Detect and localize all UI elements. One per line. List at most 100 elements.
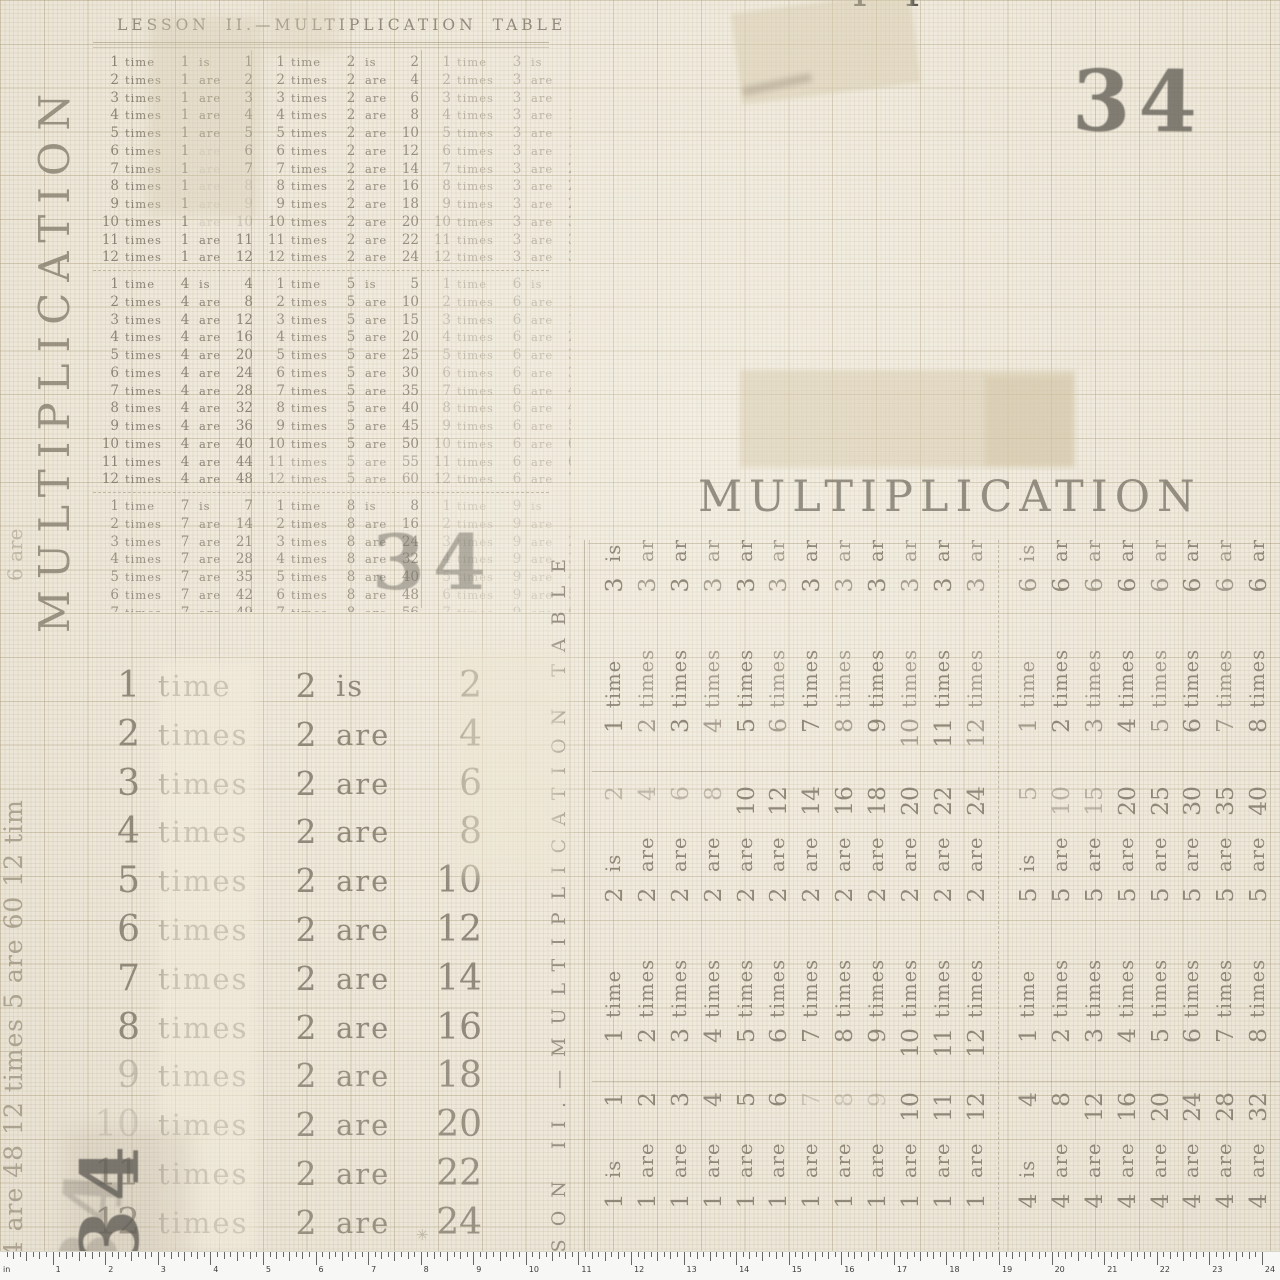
row-word: times <box>667 648 691 708</box>
ruler-tick <box>953 1252 954 1257</box>
row-number: 6 <box>1178 718 1207 733</box>
ruler-tick <box>532 1252 534 1257</box>
row-number: 1 <box>442 54 451 70</box>
row-number: 7 <box>1211 718 1240 733</box>
table-row: 12 times 1 are 12 <box>97 249 265 267</box>
row-multiplier: 5 <box>1014 887 1042 903</box>
row-word: times <box>1114 648 1138 708</box>
row-verb: are <box>1147 540 1171 562</box>
row-word: times <box>1048 958 1072 1018</box>
ruler-tick <box>138 1252 139 1257</box>
ruler-tick <box>716 1252 718 1257</box>
row-product: 6 <box>459 762 482 804</box>
row-number: 4 <box>442 329 451 346</box>
table-row: 6 times 2 are 12 <box>762 767 795 1072</box>
row-product: 55 <box>401 453 419 470</box>
ruler-tick <box>749 1252 751 1259</box>
ruler-zero-label: in <box>3 1265 11 1274</box>
ruler-tick <box>742 1252 744 1257</box>
row-word: times <box>125 419 162 433</box>
ruler-tick <box>1110 1252 1112 1257</box>
ruler-tick <box>46 1252 47 1257</box>
row-multiplier: 9 <box>512 498 522 514</box>
table-row: 1 time 2 is 2 <box>598 767 631 1072</box>
ruler-tick <box>631 1252 632 1265</box>
row-multiplier: 2 <box>346 178 356 195</box>
row-number: 1 <box>600 1028 628 1043</box>
table-column-times-1: 1time1is12times1are23times1are34times1ar… <box>598 1073 993 1280</box>
row-multiplier: 3 <box>665 577 694 593</box>
row-word: times <box>291 232 328 247</box>
row-product: 48 <box>401 586 419 603</box>
table-row: 8 times 5 are 40 <box>263 400 431 418</box>
row-product: 20 <box>1145 1092 1174 1122</box>
table-row: 8times6are48 <box>1242 540 1275 762</box>
table-row: 8 times 4 are 32 <box>97 400 265 418</box>
row-product: 4 <box>410 71 419 88</box>
table-column-times-4: 1time4is42times4are83times4are124times4a… <box>1012 1073 1280 1280</box>
row-word: times <box>457 516 494 531</box>
ruler-number: 11 <box>581 1265 592 1274</box>
row-product: 36 <box>235 418 253 434</box>
cut-letters-text: I I I <box>852 0 982 13</box>
row-verb: are <box>865 1142 889 1179</box>
row-number: 5 <box>1145 718 1174 733</box>
table-row: 1 time 5 is 5 <box>1012 767 1045 1072</box>
row-product: 24 <box>436 1201 482 1243</box>
table-row: 3 times 4 are 12 <box>97 312 265 330</box>
ruler-tick <box>723 1252 724 1259</box>
row-multiplier: 5 <box>1145 887 1174 903</box>
row-verb: is <box>1016 543 1039 562</box>
row-product: 4 <box>698 1092 727 1107</box>
row-multiplier: 4 <box>1244 1193 1273 1209</box>
row-number: 8 <box>1244 1028 1273 1043</box>
row-word: times <box>291 552 328 567</box>
lesson-page-rotated-viewport: SSON II.—MULTIPLICATION TABLE1time1is12t… <box>540 540 1280 1280</box>
table-row: 6 times 7 are 42 <box>97 587 265 605</box>
ruler-tick <box>939 1252 941 1257</box>
row-verb: are <box>365 294 388 309</box>
stamp-34-middle: 34 <box>372 518 494 607</box>
row-word: times <box>457 570 494 584</box>
row-word: time <box>125 277 156 291</box>
ruler-tick <box>223 1252 225 1259</box>
ruler-tick <box>847 1252 849 1257</box>
ruler-tick <box>308 1252 310 1257</box>
row-word: times <box>158 912 249 947</box>
row-verb: is <box>336 669 365 703</box>
row-product: 8 <box>1046 1092 1075 1107</box>
row-verb: are <box>1246 836 1270 873</box>
row-number: 3 <box>1079 1028 1108 1043</box>
row-verb: are <box>667 1142 691 1179</box>
ruler-tick <box>1117 1252 1119 1259</box>
ruler-tick <box>269 1252 271 1257</box>
row-number: 6 <box>1178 1028 1207 1043</box>
row-verb: are <box>199 90 222 105</box>
ruler-tick <box>972 1252 974 1261</box>
row-multiplier: 9 <box>512 533 522 550</box>
table-column-times-6: 1time6is62times6are123times6are184times6… <box>1012 540 1280 762</box>
row-number: 1 <box>600 718 628 733</box>
row-multiplier: 2 <box>295 1202 317 1242</box>
cut-letters-top-edge: I I I <box>852 0 982 13</box>
ruler-tick <box>322 1252 324 1257</box>
row-number: 3 <box>110 533 119 550</box>
row-multiplier: 2 <box>346 160 356 177</box>
row-multiplier: 3 <box>896 577 925 593</box>
row-verb: are <box>199 197 222 211</box>
row-word: time <box>457 277 488 291</box>
row-word: times <box>457 143 494 158</box>
row-number: 7 <box>110 382 119 399</box>
row-number: 12 <box>267 249 285 266</box>
row-verb: are <box>766 540 790 562</box>
row-word: times <box>832 648 856 708</box>
row-verb: are <box>799 836 823 873</box>
row-number: 6 <box>276 364 285 381</box>
row-number: 9 <box>442 196 451 212</box>
row-multiplier: 3 <box>512 54 522 70</box>
row-word: times <box>457 436 494 451</box>
row-verb: are <box>531 605 563 613</box>
